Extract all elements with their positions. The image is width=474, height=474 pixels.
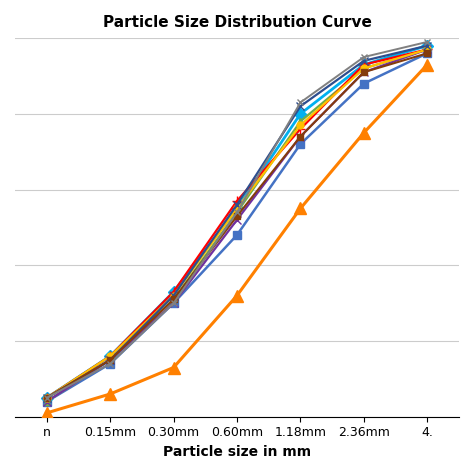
S_orange_tri	[107, 391, 113, 397]
S_gray	[361, 54, 367, 60]
S_blue_sq	[298, 141, 303, 147]
S_gray	[44, 395, 50, 401]
S_red	[107, 353, 113, 359]
S_cyan	[234, 206, 240, 211]
Line: S_dark_red: S_dark_red	[44, 50, 430, 401]
S_gray	[424, 39, 430, 45]
S_orange_tri	[361, 130, 367, 136]
S_dark_blue	[424, 43, 430, 48]
S_cyan	[424, 43, 430, 48]
S_dark_blue	[298, 103, 303, 109]
S_blue_sq	[107, 361, 113, 366]
S_purple	[298, 134, 303, 139]
S_dark_red	[171, 297, 176, 302]
S_orange_tri	[44, 410, 50, 416]
S_dark_red	[298, 134, 303, 139]
S_red	[234, 198, 240, 204]
S_gray	[298, 100, 303, 105]
S_gray	[107, 361, 113, 366]
S_blue_sq	[234, 232, 240, 238]
S_cyan	[44, 395, 50, 401]
S_green	[361, 65, 367, 71]
Line: S_red: S_red	[42, 45, 432, 402]
S_green	[298, 118, 303, 124]
S_blue_sq	[171, 301, 176, 306]
S_orange_hex	[424, 46, 430, 52]
S_red	[44, 395, 50, 401]
S_dark_red	[361, 69, 367, 75]
Line: S_green: S_green	[43, 46, 431, 405]
S_red	[361, 62, 367, 67]
Title: Particle Size Distribution Curve: Particle Size Distribution Curve	[102, 15, 372, 30]
S_gray	[171, 301, 176, 306]
S_dark_red	[107, 357, 113, 363]
S_cyan	[171, 289, 176, 295]
S_dark_blue	[44, 395, 50, 401]
S_cyan	[298, 111, 303, 117]
S_dark_red	[44, 395, 50, 401]
X-axis label: Particle size in mm: Particle size in mm	[163, 445, 311, 459]
S_purple	[44, 399, 50, 404]
S_orange_hex	[298, 122, 303, 128]
S_orange_tri	[298, 206, 303, 211]
Line: S_cyan: S_cyan	[43, 42, 431, 402]
S_dark_red	[234, 213, 240, 219]
S_green	[171, 297, 176, 302]
S_orange_tri	[171, 365, 176, 370]
S_red	[424, 46, 430, 52]
S_orange_tri	[424, 62, 430, 67]
S_orange_hex	[361, 65, 367, 71]
S_green	[44, 399, 50, 404]
Line: S_gray: S_gray	[43, 38, 431, 401]
S_dark_blue	[234, 202, 240, 208]
S_purple	[234, 217, 240, 223]
Line: S_blue_sq: S_blue_sq	[43, 49, 431, 406]
S_green	[424, 46, 430, 52]
S_dark_blue	[171, 293, 176, 299]
S_dark_red	[424, 50, 430, 56]
S_orange_hex	[107, 353, 113, 359]
S_purple	[107, 357, 113, 363]
S_cyan	[361, 62, 367, 67]
Line: S_purple: S_purple	[43, 46, 431, 406]
S_dark_blue	[361, 58, 367, 64]
S_orange_hex	[44, 395, 50, 401]
S_purple	[424, 46, 430, 52]
S_red	[298, 126, 303, 132]
S_red	[171, 289, 176, 295]
S_blue_sq	[44, 399, 50, 404]
S_cyan	[107, 353, 113, 359]
S_orange_hex	[234, 206, 240, 211]
Line: S_orange_hex: S_orange_hex	[43, 46, 431, 401]
S_purple	[361, 69, 367, 75]
S_green	[107, 357, 113, 363]
Line: S_orange_tri: S_orange_tri	[41, 59, 433, 419]
S_green	[234, 210, 240, 215]
S_blue_sq	[424, 50, 430, 56]
S_orange_hex	[171, 293, 176, 299]
Line: S_dark_blue: S_dark_blue	[43, 42, 431, 402]
S_purple	[171, 301, 176, 306]
S_dark_blue	[107, 357, 113, 363]
S_gray	[234, 210, 240, 215]
S_blue_sq	[361, 81, 367, 86]
S_orange_tri	[234, 293, 240, 299]
